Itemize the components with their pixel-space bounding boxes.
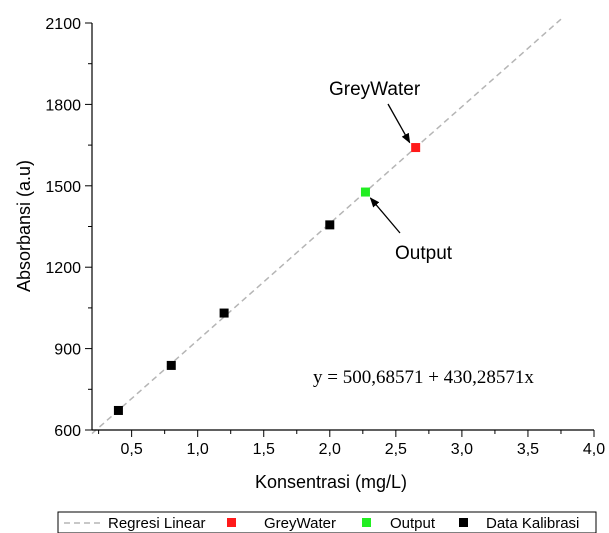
- point-kalibrasi-2: [166, 360, 176, 370]
- x-tick-label: 1,5: [253, 441, 275, 458]
- point-kalibrasi-4: [325, 220, 335, 230]
- legend-marker-kalibrasi: [459, 518, 468, 527]
- y-tick-label: 1800: [45, 97, 81, 114]
- legend-label-regresi: Regresi Linear: [108, 515, 206, 532]
- y-tick-label: 900: [54, 342, 81, 359]
- x-tick-label: 2,5: [385, 441, 407, 458]
- x-tick-label: 2,0: [319, 441, 341, 458]
- x-tick-label: 3,0: [451, 441, 473, 458]
- axes: 0,5 1,0 1,5 2,0 2,5 3,0 3,5 4,0 600 900 1200 1500 18…: [45, 16, 605, 458]
- annotation-output-arrow: [369, 197, 401, 234]
- point-kalibrasi-3: [219, 308, 229, 318]
- x-tick-label: 0,5: [121, 441, 143, 458]
- legend-marker-greywater: [227, 518, 236, 527]
- annotation-greywater-arrow: [387, 103, 411, 144]
- y-axis-label: Absorbansi (a.u): [14, 160, 34, 292]
- annotation-greywater-label: GreyWater: [329, 79, 421, 100]
- x-tick-label: 4,0: [583, 441, 605, 458]
- y-tick-label: 600: [54, 423, 81, 440]
- point-output-1: [360, 187, 370, 197]
- legend: Regresi Linear GreyWater Output Data Kal…: [57, 511, 597, 533]
- legend-label-greywater: GreyWater: [264, 515, 336, 532]
- legend-label-output: Output: [390, 515, 436, 532]
- plot-area: [91, 18, 562, 435]
- y-tick-label: 1500: [45, 179, 81, 196]
- y-tick-label: 1200: [45, 260, 81, 277]
- x-tick-label: 3,5: [517, 441, 539, 458]
- x-tick-label: 1,0: [187, 441, 209, 458]
- x-axis-label: Konsentrasi (mg/L): [255, 472, 407, 492]
- annotation-output-label: Output: [395, 243, 453, 264]
- point-kalibrasi-1: [113, 405, 123, 415]
- regression-equation: y = 500,68571 + 430,28571x: [313, 367, 534, 388]
- point-greywater-1: [411, 143, 421, 153]
- legend-marker-output: [362, 518, 371, 527]
- legend-label-kalibrasi: Data Kalibrasi: [486, 515, 579, 532]
- y-tick-label: 2100: [45, 16, 81, 33]
